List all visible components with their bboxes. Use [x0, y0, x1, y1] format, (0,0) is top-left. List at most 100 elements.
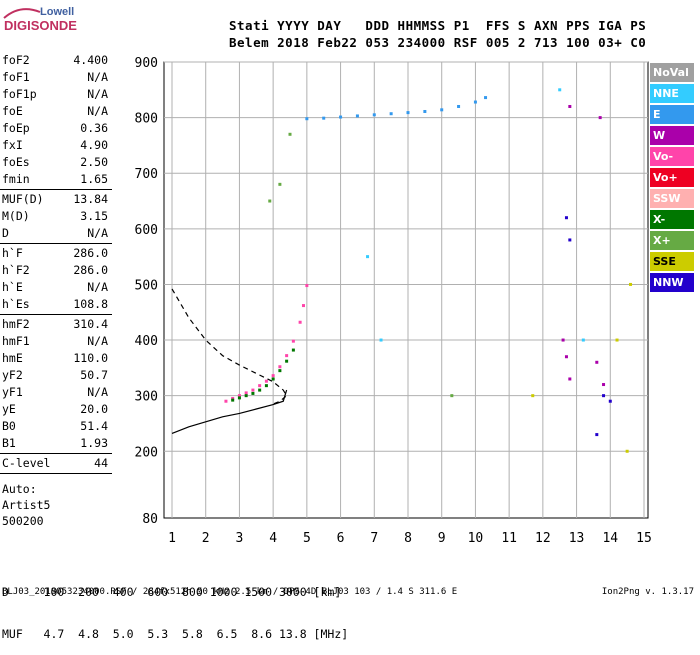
echo-point — [285, 359, 289, 363]
param-value: 3.15 — [80, 209, 108, 223]
parameter-panel: foF2 4.400 foF1 N/A foF1p N/A foE N/A foEp 0.36 fx… — [0, 52, 112, 475]
x-tick-label: 9 — [438, 531, 446, 546]
param-row: MUF(D) 13.84 — [0, 191, 112, 208]
axis-ticks: 1 2 3 4 5 6 7 8 9 10 11 12 13 14 158020030040050060070… — [135, 56, 652, 546]
x-tick-label: 13 — [569, 531, 585, 546]
plot-area — [163, 61, 649, 519]
param-name: B1 — [2, 436, 16, 450]
param-value: 20.0 — [80, 402, 108, 416]
logo-line1: Lowell — [40, 6, 74, 18]
param-row: foE N/A — [0, 103, 112, 120]
echo-point — [285, 354, 289, 358]
param-row: foF1p N/A — [0, 86, 112, 103]
footer-file-info: BLJ03_2018053234000.RSF / 284fx512h 50 k… — [2, 587, 458, 597]
echo-point — [473, 100, 477, 104]
echo-point — [278, 369, 282, 373]
echo-point — [531, 394, 535, 398]
param-row: D N/A — [0, 225, 112, 242]
echo-point — [615, 338, 619, 342]
echo-point — [322, 116, 326, 120]
true-height-profile — [171, 389, 288, 435]
param-value: 4.400 — [73, 53, 108, 67]
echo-point — [231, 398, 235, 402]
param-value: 50.7 — [80, 368, 108, 382]
param-row: foEp 0.36 — [0, 120, 112, 137]
param-row: h`F 286.0 — [0, 245, 112, 262]
param-row: C-level 44 — [0, 455, 112, 472]
y-tick-label: 600 — [135, 223, 158, 238]
param-value: 110.0 — [73, 351, 108, 365]
echo-point — [564, 216, 568, 220]
param-row: foF1 N/A — [0, 69, 112, 86]
echo-point — [305, 284, 309, 288]
param-name: yF1 — [2, 385, 23, 399]
echo-point — [625, 449, 629, 453]
echo-point — [224, 399, 228, 403]
param-value: N/A — [87, 334, 108, 348]
echo-point — [568, 104, 572, 108]
x-tick-label: 15 — [636, 531, 652, 546]
param-name: h`E — [2, 280, 23, 294]
echo-point — [244, 391, 248, 395]
param-value: N/A — [87, 87, 108, 101]
param-row: foEs 2.50 — [0, 154, 112, 171]
echo-point — [251, 388, 255, 392]
echo-point — [271, 377, 275, 381]
echo-point — [484, 96, 488, 100]
x-tick-label: 5 — [303, 531, 311, 546]
autoscaler-label: Auto: — [2, 482, 37, 496]
echo-point — [251, 391, 255, 395]
echo-point — [366, 255, 370, 259]
param-name: h`F2 — [2, 263, 30, 277]
echo-point — [595, 360, 599, 364]
echo-point — [301, 304, 305, 308]
param-value: 51.4 — [80, 419, 108, 433]
param-name: fmin — [2, 172, 30, 186]
param-value: N/A — [87, 70, 108, 84]
x-tick-label: 2 — [202, 531, 210, 546]
legend-item: E — [650, 105, 694, 124]
echo-point — [379, 338, 383, 342]
param-name: MUF(D) — [2, 192, 44, 206]
lowell-digisonde-logo: Lowell DIGISONDE — [3, 6, 77, 33]
param-name: foE — [2, 104, 23, 118]
param-value: N/A — [87, 226, 108, 240]
distance-row: D 100 200 400 600 800 1000 1500 3000 [km… — [2, 585, 342, 599]
y-tick-label: 700 — [135, 167, 158, 182]
echo-point — [389, 112, 393, 116]
echo-point — [598, 116, 602, 120]
param-name: fxI — [2, 138, 23, 152]
param-row: h`F2 286.0 — [0, 262, 112, 279]
autoscaler-info: Auto: Artist5 500200 — [2, 481, 50, 529]
param-separator — [0, 189, 112, 190]
echo-point — [440, 108, 444, 112]
param-value: N/A — [87, 280, 108, 294]
echo-point — [581, 338, 585, 342]
param-value: 13.84 — [73, 192, 108, 206]
param-separator — [0, 453, 112, 454]
header-values: Belem 2018 Feb22 053 234000 RSF 005 2 71… — [229, 35, 647, 50]
y-tick-label: 200 — [135, 445, 158, 460]
param-value: 286.0 — [73, 246, 108, 260]
echo-point — [278, 182, 282, 186]
echo-point — [291, 348, 295, 352]
echo-point — [264, 379, 268, 383]
echo-point — [564, 355, 568, 359]
legend-item: X- — [650, 210, 694, 229]
param-value: N/A — [87, 104, 108, 118]
echo-point — [602, 383, 606, 387]
echo-point — [244, 394, 248, 398]
y-tick-label: 300 — [135, 390, 158, 405]
echo-point — [237, 396, 241, 400]
param-name: foEp — [2, 121, 30, 135]
echo-point — [595, 433, 599, 437]
param-name: foF1 — [2, 70, 30, 84]
echo-point — [355, 114, 359, 118]
echo-point — [602, 394, 606, 398]
echo-point — [629, 282, 633, 286]
y-tick-label: 900 — [135, 56, 158, 71]
echo-point — [568, 377, 572, 381]
param-name: B0 — [2, 419, 16, 433]
param-name: foF2 — [2, 53, 30, 67]
legend-item: NoVal — [650, 63, 694, 82]
